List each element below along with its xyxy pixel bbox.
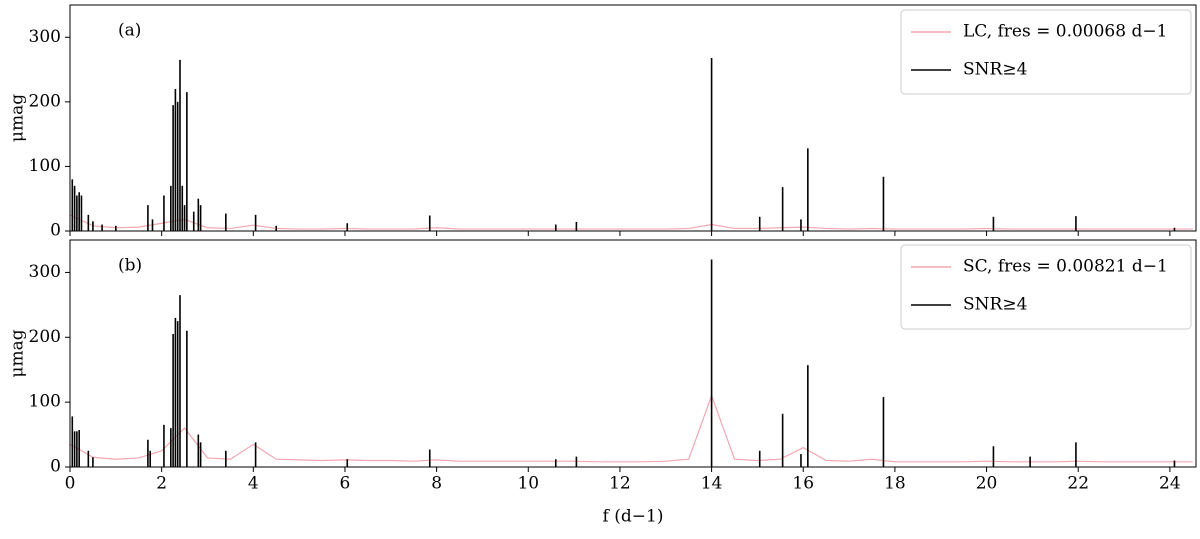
axes-frame	[69, 239, 1197, 468]
legend-label: LC, fres = 0.00068 d−1	[963, 22, 1167, 42]
panel-label: (b)	[118, 256, 142, 276]
legend-label: SNR≥4	[963, 295, 1027, 315]
x-tick-label: 10	[517, 474, 539, 494]
y-tick-label: 0	[50, 457, 61, 477]
x-tick-label: 6	[340, 474, 351, 494]
x-tick-label: 24	[1159, 474, 1181, 494]
x-tick-label: 8	[431, 474, 442, 494]
x-tick-label: 22	[1067, 474, 1089, 494]
legend-label: SNR≥4	[963, 60, 1027, 80]
legend: SC, fres = 0.00821 d−1 SNR≥4	[900, 244, 1192, 330]
x-tick-label: 0	[65, 474, 76, 494]
y-tick-label: 300	[29, 262, 61, 282]
y-tick-label: 100	[29, 156, 61, 176]
x-tick-label: 14	[701, 474, 723, 494]
x-axis-label: f (d−1)	[603, 507, 664, 527]
y-tick-label: 200	[29, 91, 61, 111]
legend-label: SC, fres = 0.00821 d−1	[963, 257, 1168, 277]
x-tick-label: 4	[248, 474, 259, 494]
x-tick-label: 2	[156, 474, 167, 494]
x-tick-label: 16	[792, 474, 814, 494]
y-tick-label: 0	[50, 221, 61, 241]
y-tick-label: 100	[29, 392, 61, 412]
y-tick-label: 200	[29, 327, 61, 347]
legend-box	[900, 244, 1192, 330]
y-axis-label: μmag	[8, 329, 28, 377]
x-tick-label: 18	[884, 474, 906, 494]
x-tick-label: 20	[976, 474, 998, 494]
x-tick-label: 12	[609, 474, 631, 494]
panel-label: (a)	[118, 21, 141, 41]
y-tick-label: 300	[29, 27, 61, 47]
y-axis-label: μmag	[8, 94, 28, 142]
legend: LC, fres = 0.00068 d−1 SNR≥4	[900, 9, 1192, 95]
spectrum-line	[69, 393, 1193, 463]
legend-box	[900, 9, 1192, 95]
spectrum-line	[69, 214, 1193, 230]
axes-frame	[69, 4, 1197, 232]
